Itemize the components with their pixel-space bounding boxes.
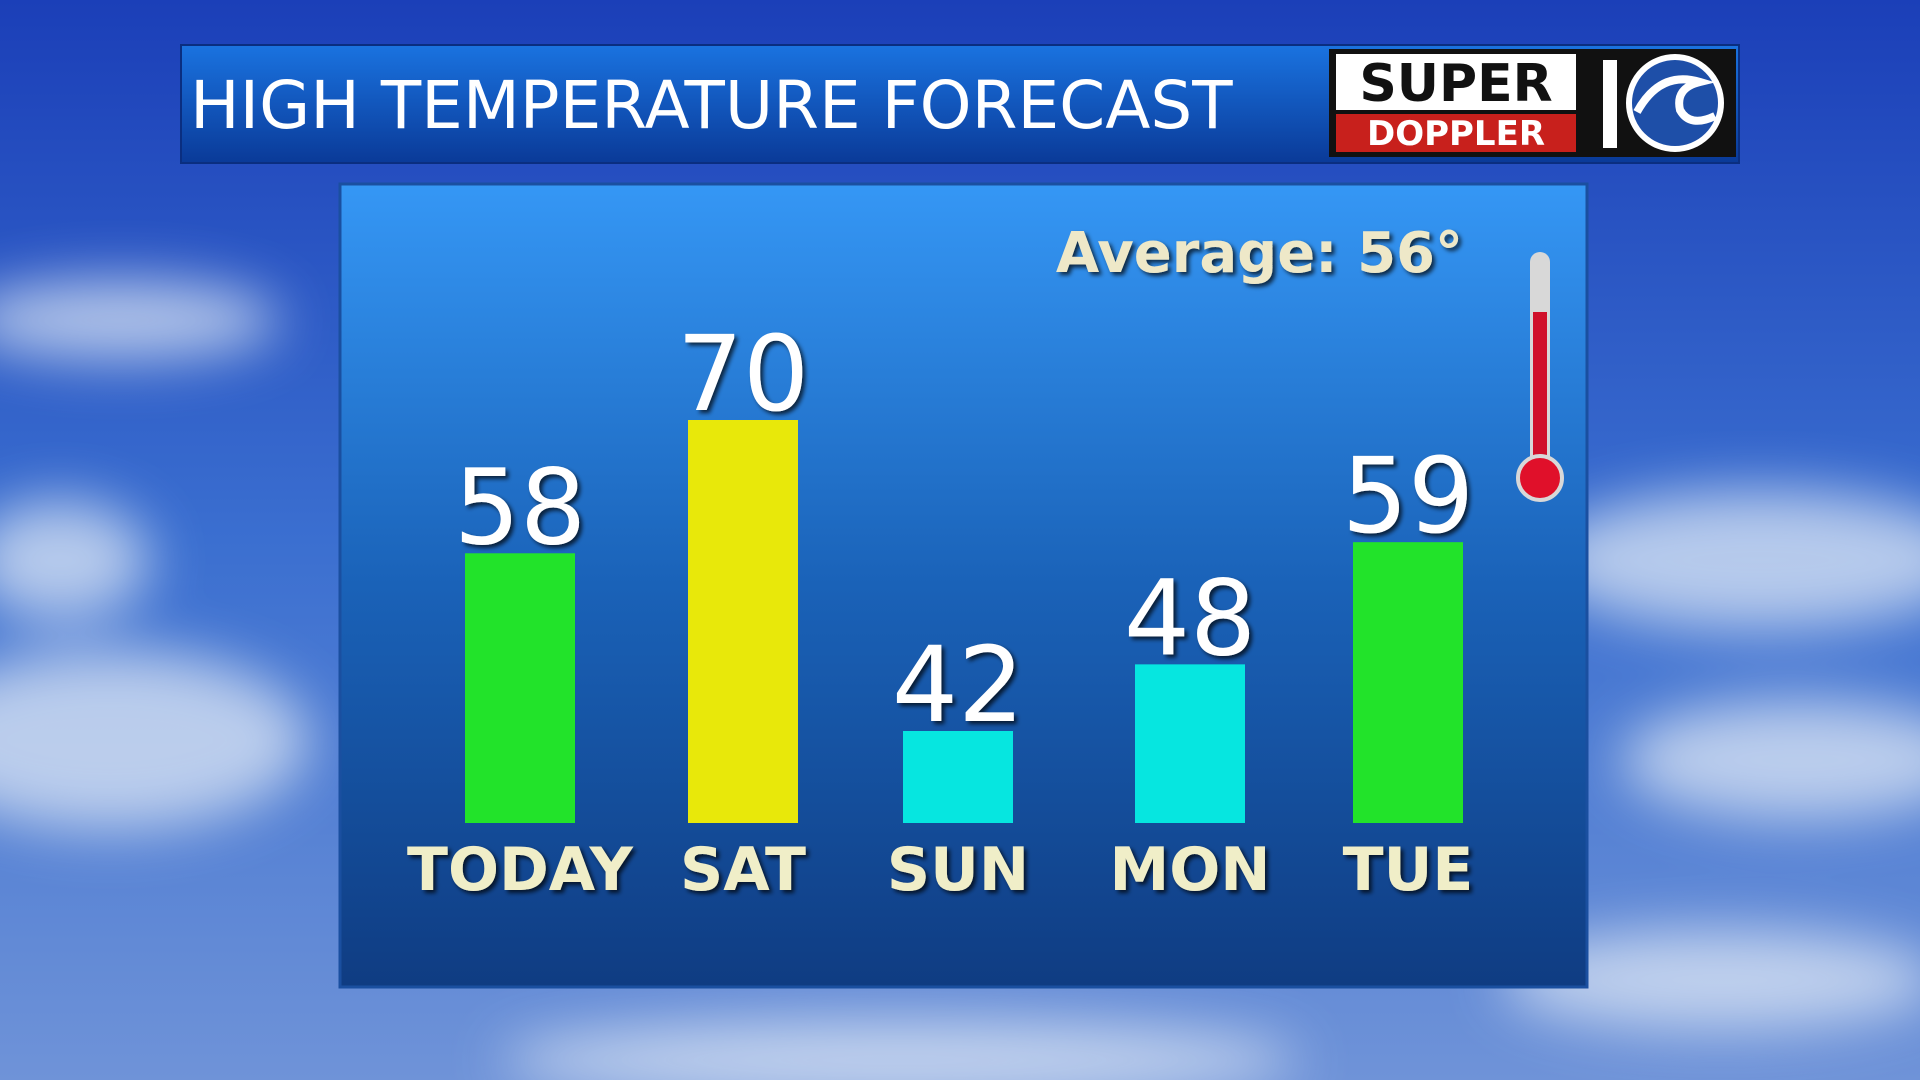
logo-bottom [1336,114,1576,152]
category-label: SAT [680,835,806,905]
category-label: SUN [887,835,1029,905]
value-label: 70 [677,313,809,435]
logo: SUPER DOPPLER [1329,49,1736,157]
bar [903,731,1013,823]
logo-line2: DOPPLER [1367,114,1545,154]
bar [1353,542,1463,823]
value-label: 58 [454,446,586,568]
thermometer-fill [1533,312,1547,472]
category-label: TODAY [407,835,634,905]
logo-one [1603,60,1617,148]
value-label: 42 [892,624,1024,746]
thermometer-bulb [1516,454,1564,502]
logo-top [1336,54,1576,110]
title: HIGH TEMPERATURE FORECAST [190,67,1233,144]
category-label: MON [1110,835,1271,905]
bar [465,553,575,823]
average-annotation: Average: 56° [1056,221,1463,286]
logo-line1: SUPER [1359,54,1552,114]
logo-wave [1633,75,1717,125]
category-label: TUE [1343,835,1474,905]
value-label: 59 [1342,435,1474,557]
thermometer [1516,252,1564,502]
plot: 58 TODAY 70 SAT 42 SUN 48 MON 59 TUE [407,313,1474,905]
clouds [0,280,1920,1080]
value-label: 48 [1124,557,1256,679]
bar [688,420,798,823]
bar [1135,664,1245,823]
